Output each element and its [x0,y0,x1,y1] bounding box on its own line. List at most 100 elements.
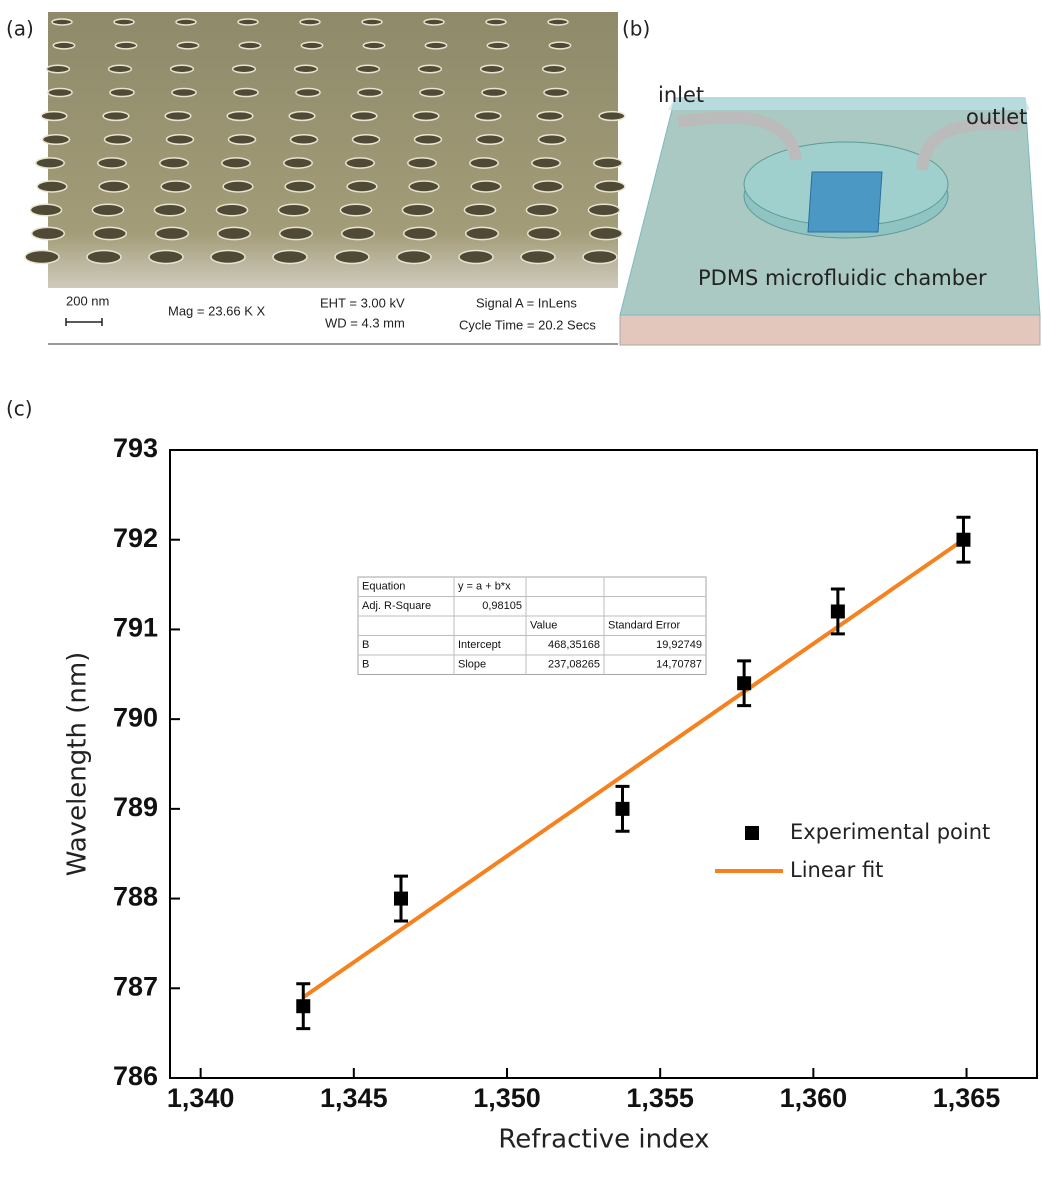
y-tick-label: 786 [113,1061,158,1091]
sem-wd: WD = 4.3 mm [325,315,405,330]
hole [99,181,129,192]
table-cell-text: 237,08265 [548,659,600,671]
hole [165,112,191,121]
hole [211,251,245,264]
hole [161,181,191,192]
hole [599,112,625,121]
hole [176,19,196,25]
hole [229,135,256,145]
hole [36,158,64,168]
hole [588,204,619,216]
table-cell-text: 0,98105 [482,600,522,612]
outlet-label: outlet [966,105,1027,129]
panel-label: (a) [6,17,34,41]
hole [487,42,508,49]
legend-label: Linear fit [790,858,883,882]
sem-eht: EHT = 3.00 kV [320,295,405,310]
y-tick-label: 789 [113,792,158,822]
y-tick-label: 790 [113,702,158,732]
x-axis-label: Refractive index [498,1125,709,1155]
data-point [956,533,970,547]
hole [110,88,134,96]
hole [481,65,504,72]
hole [300,19,320,25]
hole [156,227,189,239]
y-tick-label: 792 [113,523,158,553]
hole [335,251,369,264]
hole [521,251,555,264]
hole [544,88,568,96]
inlet-label: inlet [658,83,704,107]
hole [172,88,196,96]
hole [273,251,307,264]
hole [351,112,377,121]
hole [409,181,439,192]
hole [30,204,61,216]
hole [25,251,59,264]
table-cell-text: B [362,639,369,651]
hole [464,204,495,216]
hole [424,19,444,25]
chart: 1,3401,3451,3501,3551,3601,3657867877887… [113,433,1000,1113]
hole [238,19,258,25]
hole [362,19,382,25]
hole [595,181,625,192]
hole [347,181,377,192]
hole [549,42,570,49]
hole [32,227,65,239]
hole [404,227,437,239]
hole [397,251,431,264]
chamber-label: PDMS microfluidic chamber [698,266,987,290]
hole [425,42,446,49]
x-tick-label: 1,345 [320,1083,388,1113]
scale-bar-label: 200 nm [66,293,109,308]
hole [227,112,253,121]
hole [363,42,384,49]
hole [280,227,313,239]
hole [594,158,622,168]
x-tick-label: 1,360 [780,1083,848,1113]
panel-label: (b) [622,17,650,41]
table-cell-text: y = a + b*x [458,581,511,593]
hole [583,251,617,264]
x-tick-label: 1,355 [626,1083,694,1113]
hole [37,181,67,192]
hole [482,88,506,96]
hole [94,227,127,239]
hole [52,19,72,25]
data-point [394,892,408,906]
hole [92,204,123,216]
y-tick-label: 793 [113,433,158,463]
hole [526,204,557,216]
table-cell-text: Value [530,620,557,632]
sem-mag: Mag = 23.66 K X [168,303,266,318]
substrate [620,315,1040,345]
hole [216,204,247,216]
y-tick-label: 787 [113,971,158,1001]
hole [47,65,70,72]
hole [234,88,258,96]
table-cell-text: Adj. R-Square [362,600,431,612]
hole [340,204,371,216]
hole [278,204,309,216]
hole [466,227,499,239]
hole [291,135,318,145]
data-point [296,999,310,1013]
hole [548,19,568,25]
hole [486,19,506,25]
hole [239,42,260,49]
table-cell-text: Standard Error [608,620,680,632]
table-cell-text: B [362,659,369,671]
hole [105,135,132,145]
hole [543,65,566,72]
hole [470,158,498,168]
hole [590,227,623,239]
data-point [831,604,845,618]
hole [114,19,134,25]
table-cell-text: 14,70787 [656,659,702,671]
hole [223,181,253,192]
table-cell-text: Intercept [458,639,501,651]
hole [539,135,566,145]
y-axis-label: Wavelength (nm) [63,652,93,877]
nanohole-array [808,172,882,232]
